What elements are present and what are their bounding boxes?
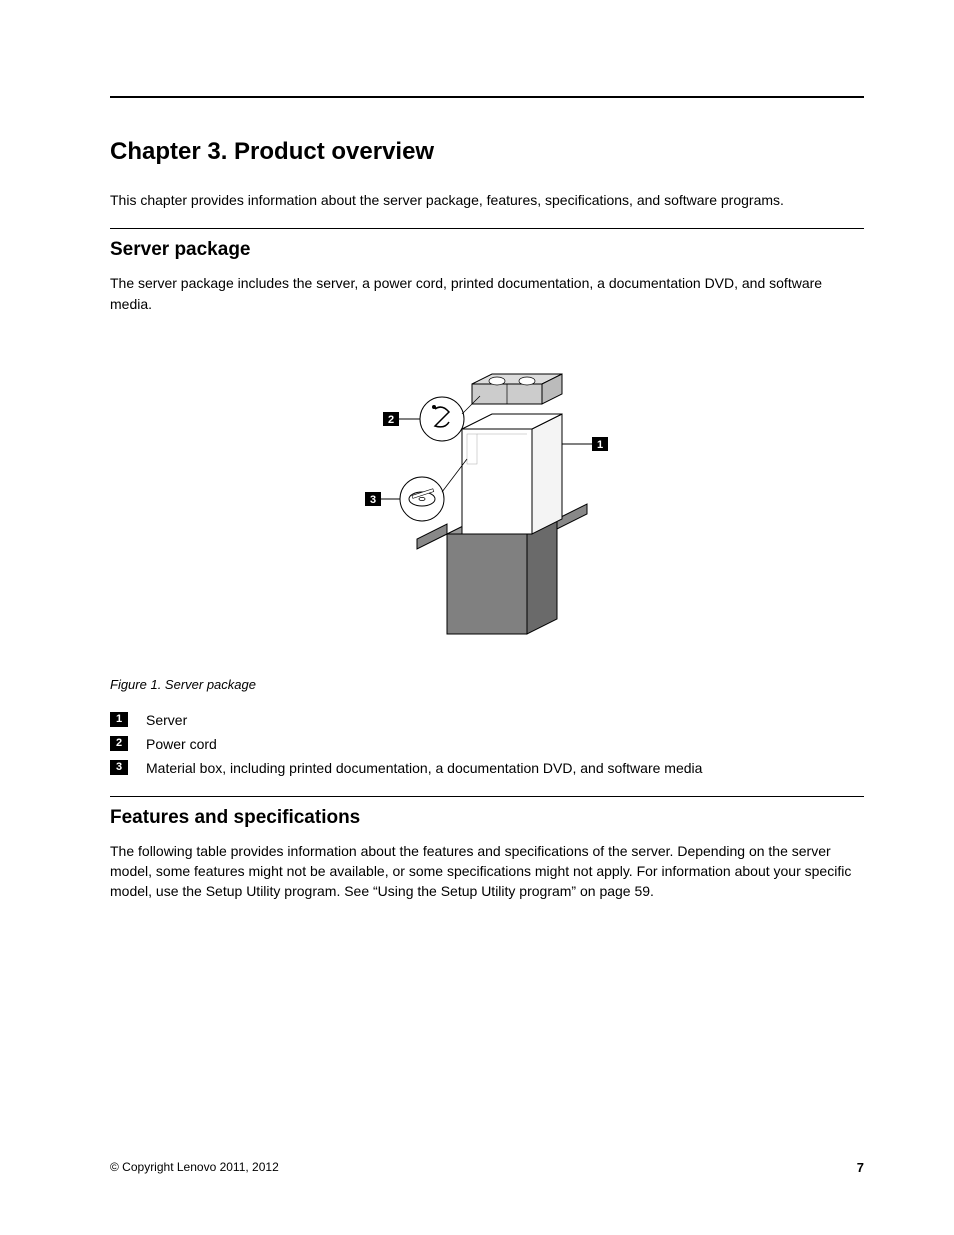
- server-tower: [462, 414, 562, 534]
- legend-text: Power cord: [146, 736, 217, 752]
- page-number: 7: [857, 1160, 864, 1175]
- legend-item: 3 Material box, including printed docume…: [110, 760, 864, 776]
- legend-text: Material box, including printed document…: [146, 760, 702, 776]
- callout-num-2: 2: [388, 414, 394, 426]
- section-body-server-package: The server package includes the server, …: [110, 273, 864, 314]
- legend-text: Server: [146, 712, 187, 728]
- legend-num: 1: [110, 712, 128, 727]
- callout-label-1: 1: [562, 437, 608, 451]
- figure-caption: Figure 1. Server package: [110, 677, 864, 692]
- figure-1-diagram: 1 2 3: [110, 334, 864, 659]
- chapter-intro: This chapter provides information about …: [110, 190, 864, 210]
- foam-packaging: [472, 374, 562, 404]
- section-rule-2: [110, 796, 864, 797]
- callout-num-1: 1: [597, 439, 603, 451]
- figure-legend: 1 Server 2 Power cord 3 Material box, in…: [110, 712, 864, 776]
- legend-num: 2: [110, 736, 128, 751]
- callout-label-3: 3: [365, 492, 400, 506]
- callout-num-3: 3: [370, 494, 376, 506]
- legend-num: 3: [110, 760, 128, 775]
- section-body-features: The following table provides information…: [110, 841, 864, 902]
- top-horizontal-rule: [110, 96, 864, 98]
- section-title-features: Features and specifications: [110, 807, 864, 829]
- callout-label-2: 2: [383, 412, 420, 426]
- page-content: Chapter 3. Product overview This chapter…: [0, 0, 954, 902]
- section-rule-1: [110, 228, 864, 229]
- legend-item: 2 Power cord: [110, 736, 864, 752]
- page-footer: © Copyright Lenovo 2011, 2012 7: [110, 1160, 864, 1175]
- callout-3-detail: [400, 459, 467, 521]
- legend-item: 1 Server: [110, 712, 864, 728]
- copyright-text: © Copyright Lenovo 2011, 2012: [110, 1160, 279, 1175]
- section-title-server-package: Server package: [110, 239, 864, 261]
- chapter-title: Chapter 3. Product overview: [110, 138, 864, 166]
